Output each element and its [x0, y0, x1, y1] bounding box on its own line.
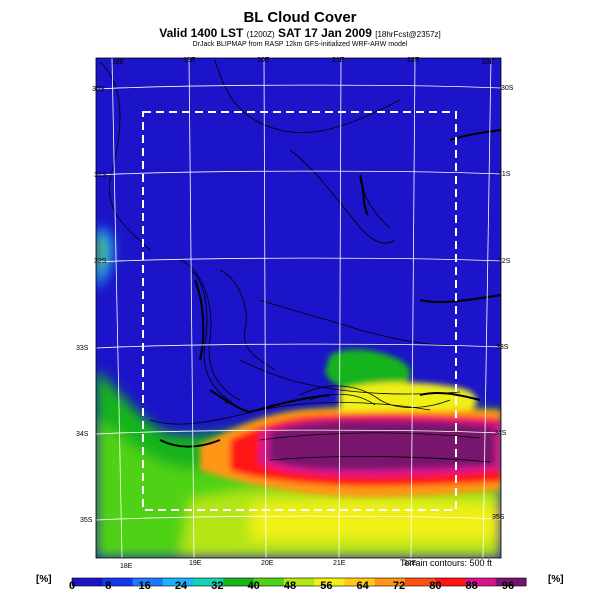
- lat-labels-right: 30S 31S 32S 33S 34S 35S: [492, 85, 514, 521]
- lat-left-label: 31S: [94, 172, 107, 179]
- model-credit: DrJack BLIPMAP from RASP 12km GFS-initia…: [192, 41, 408, 48]
- colorbar-swatch: [102, 578, 134, 586]
- colorbar-swatch: [314, 578, 345, 586]
- lat-left-label: 33S: [76, 345, 89, 352]
- lon-top-label: 20E: [257, 57, 270, 64]
- lon-bottom-label: 22E: [404, 560, 417, 567]
- inner-domain-box: [142, 111, 457, 511]
- colorbar-tick-label: 72: [392, 580, 406, 592]
- colorbar-tick-label: 48: [283, 580, 297, 592]
- colorbar-tick-label: 64: [356, 580, 369, 592]
- lat-right-label: 33S: [496, 344, 509, 351]
- map-field: 1: [96, 58, 501, 558]
- lat-left-label: 30S: [92, 86, 105, 93]
- utc-time: (1200Z): [246, 30, 275, 39]
- cloud-core: [200, 349, 501, 498]
- colorbar-swatch: [193, 578, 224, 586]
- major-terrain-contours: [159, 129, 501, 448]
- colorbar-swatch: [465, 578, 497, 586]
- lon-labels-top: 18E 19E 20E 21E 22E 23E: [112, 57, 495, 66]
- lon-bottom-label: 18E: [120, 563, 133, 570]
- lat-left-label: 34S: [76, 431, 89, 438]
- colorbar-swatch: [495, 578, 527, 586]
- colorbar-border: [71, 577, 527, 587]
- colorbar-swatch: [404, 578, 436, 586]
- colorbar-tick-label: 88: [465, 580, 478, 592]
- contour-label: 1: [224, 399, 228, 406]
- colorbar-swatch: [435, 578, 466, 586]
- colorbar-swatch: [374, 578, 406, 586]
- lat-right-label: 34S: [494, 430, 507, 437]
- lon-bottom-label: 19E: [189, 560, 202, 567]
- chart-subtitle: Valid 1400 LST (1200Z) SAT 17 Jan 2009 […: [0, 26, 600, 40]
- lon-top-label: 21E: [332, 57, 345, 64]
- colorbar-tick-label: 40: [247, 580, 260, 592]
- lat-right-label: 35S: [492, 514, 505, 521]
- colorbar-swatch: [283, 578, 315, 586]
- valid-date: SAT 17 Jan 2009: [278, 26, 372, 40]
- lon-bottom-label: 20E: [261, 560, 274, 567]
- chart-title: BL Cloud Cover: [243, 9, 357, 26]
- colorbar-swatch: [72, 578, 103, 586]
- colorbar-unit-right: [%]: [548, 574, 564, 585]
- lat-left-label: 35S: [80, 517, 93, 524]
- colorbar-swatch: [162, 578, 194, 586]
- map-border: [95, 57, 502, 559]
- colorbar: [71, 577, 527, 587]
- graticule: [96, 58, 501, 558]
- lon-top-label: 22E: [407, 57, 420, 64]
- colorbar-tick-label: 80: [429, 580, 442, 592]
- colorbar-tick-label: 96: [501, 580, 515, 592]
- lon-top-label: 19E: [183, 57, 196, 64]
- colorbar-swatch: [253, 578, 285, 586]
- lat-left-label: 32S: [94, 258, 107, 265]
- colorbar-tick-label: 0: [68, 580, 76, 592]
- lat-right-label: 31S: [498, 171, 511, 178]
- colorbar-swatch: [344, 578, 376, 586]
- colorbar-tick-label: 32: [211, 580, 224, 592]
- colorbar-unit-left: [%]: [36, 574, 52, 585]
- lon-top-label: 23E: [482, 59, 495, 66]
- lon-bottom-label: 21E: [333, 560, 346, 567]
- lat-right-label: 30S: [501, 85, 514, 92]
- lon-labels-bottom: 18E 19E 20E 21E 22E: [120, 560, 417, 570]
- forecast-info: [18hrFcst@2357z]: [375, 30, 441, 39]
- lat-right-label: 32S: [498, 258, 511, 265]
- lat-labels-left: 30S 31S 32S 33S 34S 35S: [76, 86, 107, 524]
- valid-time: Valid 1400 LST: [159, 26, 244, 40]
- colorbar-swatch: [223, 578, 255, 586]
- lon-top-label: 18E: [112, 59, 125, 66]
- colorbar-tick-label: 24: [174, 580, 188, 592]
- colorbar-tick-label: 16: [138, 580, 151, 592]
- colorbar-swatch: [132, 578, 164, 586]
- colorbar-tick-label: 56: [320, 580, 333, 592]
- terrain-contours-note: Terrain contours: 500 ft: [400, 558, 493, 568]
- colorbar-tick-label: 8: [105, 580, 112, 592]
